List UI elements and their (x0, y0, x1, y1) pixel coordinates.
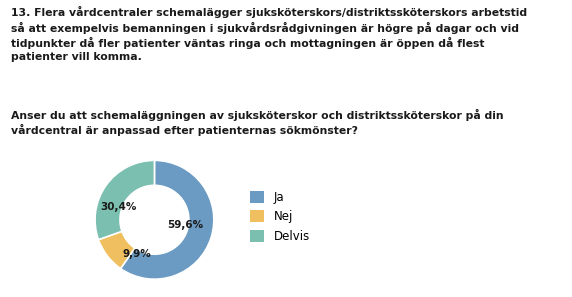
Legend: Ja, Nej, Delvis: Ja, Nej, Delvis (247, 187, 313, 247)
Wedge shape (98, 231, 135, 268)
Wedge shape (95, 160, 154, 240)
Text: 9,9%: 9,9% (122, 249, 151, 259)
Text: Anser du att schemaläggningen av sjuksköterskor och distriktssköterskor på din
v: Anser du att schemaläggningen av sjukskö… (11, 109, 504, 136)
Text: 59,6%: 59,6% (167, 219, 204, 230)
Text: 30,4%: 30,4% (101, 202, 137, 212)
Wedge shape (121, 160, 214, 279)
Text: 13. Flera vårdcentraler schemalägger sjuksköterskors/distriktssköterskors arbets: 13. Flera vårdcentraler schemalägger sju… (11, 6, 527, 62)
